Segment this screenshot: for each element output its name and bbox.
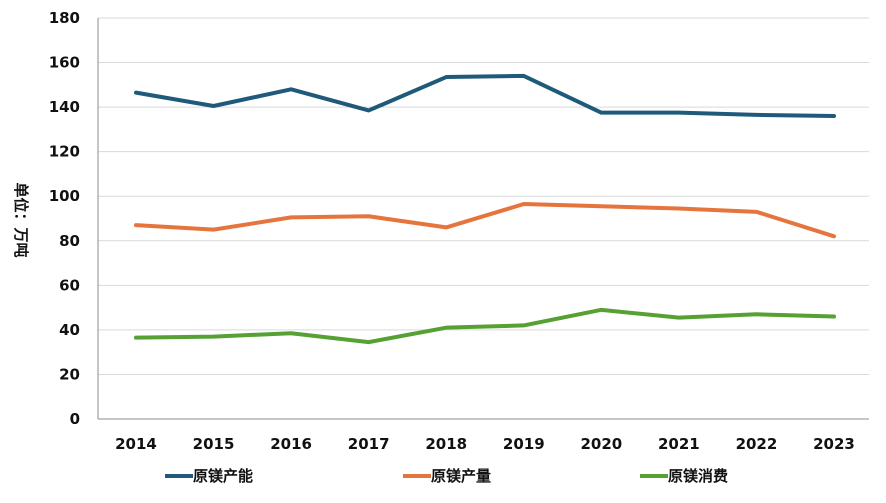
x-tick-label: 2023: [813, 435, 855, 453]
x-tick-label: 2018: [425, 435, 467, 453]
grid-lines: [98, 18, 869, 374]
legend: 原镁产能 原镁产量 原镁消费: [165, 467, 728, 485]
legend-label: 原镁消费: [668, 467, 728, 485]
y-tick-label: 140: [49, 98, 80, 116]
x-tick-label: 2022: [736, 435, 778, 453]
x-tick-label: 2021: [658, 435, 700, 453]
x-tick-label: 2014: [115, 435, 157, 453]
y-axis-title: 单位：万吨: [12, 182, 30, 257]
x-tick-label: 2019: [503, 435, 545, 453]
y-tick-label: 0: [70, 410, 80, 428]
y-tick-label: 40: [59, 321, 80, 339]
y-tick-label: 80: [59, 232, 80, 250]
x-tick-label: 2020: [580, 435, 622, 453]
y-tick-label: 160: [49, 54, 80, 72]
y-tick-label: 180: [49, 9, 80, 27]
y-tick-label: 20: [59, 365, 80, 383]
x-tick-labels: 2014 2015 2016 2017 2018 2019 2020 2021 2022 2023: [115, 435, 855, 453]
y-tick-label: 60: [59, 276, 80, 294]
legend-label: 原镁产能: [193, 467, 253, 485]
x-tick-label: 2017: [348, 435, 390, 453]
series-line-3: [136, 310, 834, 342]
y-tick-labels: 0 20 40 60 80 100 120 140 160 180: [49, 9, 80, 428]
series-line-2: [136, 204, 834, 236]
series-line-1: [136, 76, 834, 116]
series-lines: [136, 76, 834, 342]
legend-label: 原镁产量: [431, 467, 491, 485]
x-tick-label: 2015: [193, 435, 235, 453]
y-tick-label: 100: [49, 187, 80, 205]
x-tick-label: 2016: [270, 435, 312, 453]
y-tick-label: 120: [49, 143, 80, 161]
